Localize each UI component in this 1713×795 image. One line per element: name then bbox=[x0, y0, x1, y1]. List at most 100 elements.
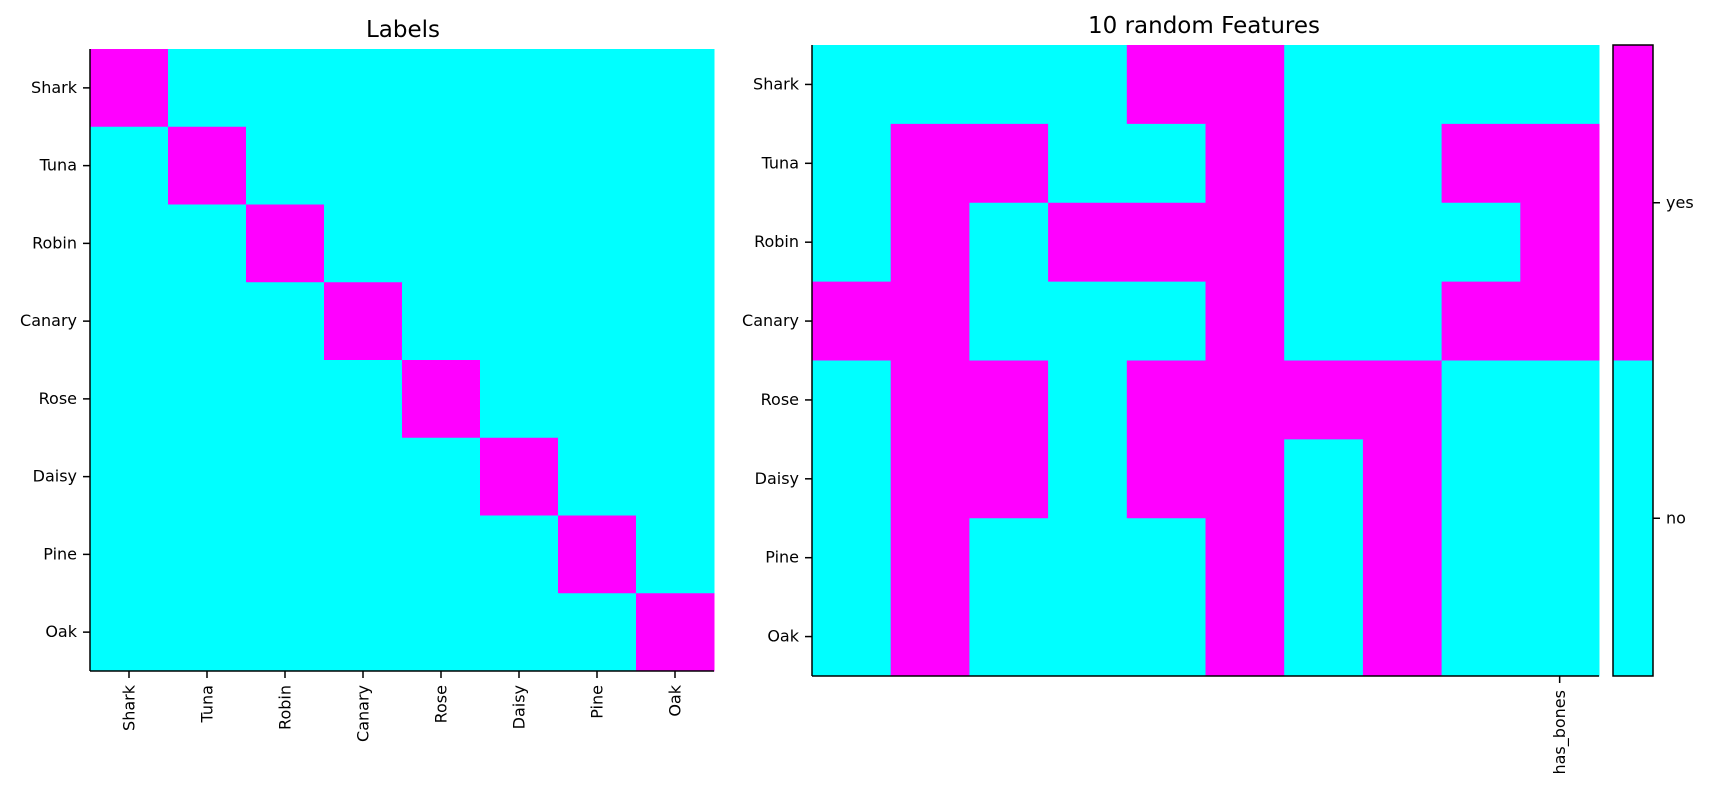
features-cell-r5-c9 bbox=[1520, 439, 1600, 519]
features-cell-r2-c0 bbox=[812, 202, 892, 283]
features-cell-r1-c2 bbox=[969, 123, 1049, 204]
labels-cell-r4-c6 bbox=[558, 360, 637, 439]
colorbar-frame bbox=[1612, 44, 1654, 677]
labels-x-tick-label-2: Robin bbox=[276, 685, 295, 730]
features-cell-r7-c2 bbox=[969, 597, 1049, 677]
labels-cell-r6-c0 bbox=[90, 515, 169, 594]
features-cell-r2-c3 bbox=[1048, 202, 1128, 283]
labels-cell-r4-c2 bbox=[246, 360, 325, 439]
labels-cell-r3-c5 bbox=[480, 282, 559, 361]
features-x-tick-label-9: has_bones bbox=[1550, 690, 1570, 775]
labels-cell-r1-c1 bbox=[168, 126, 247, 205]
labels-cell-r0-c6 bbox=[558, 49, 637, 128]
features-cell-r1-c9 bbox=[1520, 123, 1600, 204]
labels-cell-r0-c0 bbox=[90, 49, 169, 128]
features-cell-r1-c6 bbox=[1284, 123, 1364, 204]
colorbar-label-no: no bbox=[1666, 508, 1686, 527]
labels-y-tick-label-6: Pine bbox=[43, 544, 77, 563]
features-cell-r7-c7 bbox=[1362, 597, 1443, 677]
labels-cell-r1-c5 bbox=[480, 126, 559, 205]
features-cell-r2-c5 bbox=[1205, 202, 1285, 283]
features-cell-r0-c6 bbox=[1284, 45, 1364, 125]
features-cell-r2-c1 bbox=[890, 202, 970, 283]
labels-cell-r7-c1 bbox=[168, 593, 247, 672]
features-cell-r5-c2 bbox=[969, 439, 1049, 519]
labels-cell-r6-c3 bbox=[324, 515, 403, 594]
features-cell-r1-c8 bbox=[1441, 123, 1521, 204]
features-y-tick-label-1: Tuna bbox=[761, 153, 799, 172]
labels-cell-r7-c2 bbox=[246, 593, 325, 672]
labels-cell-r7-c5 bbox=[480, 593, 559, 672]
features-cell-r4-c5 bbox=[1205, 360, 1285, 440]
labels-cell-r1-c3 bbox=[324, 126, 403, 205]
labels-cell-r4-c7 bbox=[636, 360, 715, 439]
features-cell-r3-c2 bbox=[969, 281, 1049, 361]
features-cell-r0-c7 bbox=[1362, 45, 1443, 125]
features-cell-r0-c5 bbox=[1205, 45, 1285, 125]
features-cell-r4-c0 bbox=[812, 360, 892, 440]
labels-x-tick-label-5: Daisy bbox=[510, 685, 529, 729]
features-cell-r7-c4 bbox=[1126, 597, 1206, 677]
features-cell-r0-c2 bbox=[969, 45, 1049, 125]
features-heatmap-axes: Shark Tuna Robin Canary Rose Daisy Pine Oak has_… bbox=[742, 45, 1599, 775]
features-cell-r5-c6 bbox=[1284, 439, 1364, 519]
labels-cell-r5-c5 bbox=[480, 437, 559, 516]
labels-heatmap-axes: Shark Tuna Robin Canary Rose Daisy Pine Oak Shar… bbox=[20, 49, 714, 742]
labels-y-tick-label-5: Daisy bbox=[33, 467, 77, 486]
features-cell-r3-c7 bbox=[1362, 281, 1443, 361]
colorbar-segment-yes bbox=[1613, 45, 1653, 361]
features-cell-r1-c3 bbox=[1048, 123, 1128, 204]
labels-cell-r3-c0 bbox=[90, 282, 169, 361]
features-cell-r7-c6 bbox=[1284, 597, 1364, 677]
labels-x-tick-label-3: Canary bbox=[354, 685, 373, 742]
labels-cell-r3-c7 bbox=[636, 282, 715, 361]
features-cell-r0-c9 bbox=[1520, 45, 1600, 125]
labels-cell-r6-c4 bbox=[402, 515, 481, 594]
features-y-tick-label-3: Canary bbox=[742, 311, 799, 330]
colorbar-label-yes: yes bbox=[1666, 193, 1694, 212]
features-cell-r0-c3 bbox=[1048, 45, 1128, 125]
labels-cell-r5-c6 bbox=[558, 437, 637, 516]
labels-cell-r6-c2 bbox=[246, 515, 325, 594]
labels-y-tick-label-1: Tuna bbox=[39, 156, 77, 175]
labels-cell-r5-c4 bbox=[402, 437, 481, 516]
labels-cell-r5-c2 bbox=[246, 437, 325, 516]
labels-cell-r2-c6 bbox=[558, 204, 637, 283]
features-cell-r6-c8 bbox=[1441, 518, 1521, 598]
features-cell-r7-c8 bbox=[1441, 597, 1521, 677]
features-cell-r6-c4 bbox=[1126, 518, 1206, 598]
features-cell-r6-c9 bbox=[1520, 518, 1600, 598]
labels-cell-r0-c4 bbox=[402, 49, 481, 128]
features-cell-r7-c9 bbox=[1520, 597, 1600, 677]
features-cell-r7-c1 bbox=[890, 597, 970, 677]
features-cell-r5-c8 bbox=[1441, 439, 1521, 519]
labels-cell-r5-c3 bbox=[324, 437, 403, 516]
features-y-tick-label-4: Rose bbox=[761, 390, 799, 409]
features-cell-r5-c0 bbox=[812, 439, 892, 519]
labels-cell-r0-c5 bbox=[480, 49, 559, 128]
labels-cell-r3-c3 bbox=[324, 282, 403, 361]
features-cell-r4-c4 bbox=[1126, 360, 1206, 440]
features-cell-r3-c9 bbox=[1520, 281, 1600, 361]
labels-cell-r3-c6 bbox=[558, 282, 637, 361]
features-cell-r4-c2 bbox=[969, 360, 1049, 440]
labels-cell-r1-c7 bbox=[636, 126, 715, 205]
features-y-tick-label-6: Pine bbox=[765, 548, 799, 567]
labels-y-tick-label-0: Shark bbox=[31, 78, 78, 97]
labels-x-tick-label-0: Shark bbox=[120, 684, 139, 731]
features-cell-r0-c1 bbox=[890, 45, 970, 125]
labels-cell-r4-c4 bbox=[402, 360, 481, 439]
labels-cell-r3-c4 bbox=[402, 282, 481, 361]
features-cell-r2-c6 bbox=[1284, 202, 1364, 283]
features-y-tick-label-0: Shark bbox=[753, 74, 800, 93]
features-cell-r6-c6 bbox=[1284, 518, 1364, 598]
labels-heatmap-chart: Labels Shark Tuna Robin Canary Rose Daisy Pine… bbox=[20, 17, 715, 742]
features-cell-r5-c1 bbox=[890, 439, 970, 519]
features-cell-r4-c7 bbox=[1362, 360, 1443, 440]
features-cell-r5-c4 bbox=[1126, 439, 1206, 519]
features-cell-r6-c3 bbox=[1048, 518, 1128, 598]
features-cell-r3-c5 bbox=[1205, 281, 1285, 361]
colorbar-segment-no bbox=[1613, 360, 1653, 677]
features-cell-r0-c4 bbox=[1126, 45, 1206, 125]
features-cell-r3-c1 bbox=[890, 281, 970, 361]
